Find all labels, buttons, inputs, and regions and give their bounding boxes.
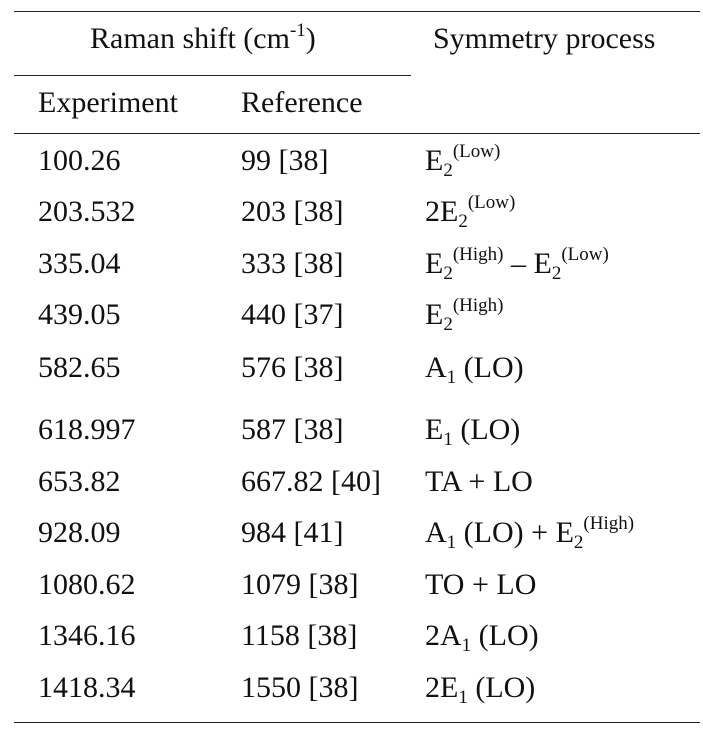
symmetry-text: –	[503, 247, 534, 280]
experiment-value: 1418.34	[38, 671, 136, 704]
symmetry-subscript: 1	[446, 367, 457, 388]
reference-value: 667.82 [40]	[241, 465, 381, 498]
symmetry-superscript: (Low)	[467, 192, 516, 213]
symmetry-value: E2(High)	[425, 296, 503, 334]
symmetry-process-header: Symmetry process	[433, 22, 656, 55]
reference-header: Reference	[241, 86, 363, 119]
experiment-value: 618.997	[38, 413, 136, 446]
symmetry-subscript: 2	[443, 314, 453, 335]
experiment-value: 203.532	[38, 195, 136, 228]
experiment-header: Experiment	[38, 86, 178, 119]
experiment-value: 582.65	[38, 351, 121, 384]
symmetry-base: E	[425, 413, 444, 446]
symmetry-value: E1 (LO)	[425, 413, 521, 450]
symmetry-value: 2E1 (LO)	[425, 671, 536, 708]
symmetry-subscript: 1	[461, 635, 472, 656]
reference-value: 1158 [38]	[241, 619, 358, 652]
experiment-value: 100.26	[38, 144, 121, 177]
symmetry-base: E	[425, 298, 444, 331]
symmetry-subscript: 2	[551, 263, 562, 284]
reference-value: 587 [38]	[241, 413, 344, 446]
reference-value: 1079 [38]	[241, 568, 359, 601]
symmetry-base: 2E	[425, 195, 459, 228]
experiment-value: 1346.16	[38, 619, 136, 652]
symmetry-base: E	[425, 247, 444, 280]
symmetry-superscript: (High)	[583, 513, 635, 534]
symmetry-value: 2A1 (LO)	[425, 619, 539, 656]
symmetry-value: 2E2(Low)	[425, 193, 515, 231]
symmetry-value: E2(Low)	[425, 142, 500, 180]
reference-value: 99 [38]	[241, 144, 329, 177]
symmetry-base: A	[425, 351, 447, 384]
symmetry-base: 2A	[425, 619, 462, 652]
bottom-rule	[14, 722, 700, 724]
symmetry-superscript: (Low)	[561, 244, 609, 265]
symmetry-subscript: 2	[458, 211, 468, 232]
symmetry-value: A1 (LO)	[425, 351, 524, 388]
symmetry-base: 2E	[425, 671, 459, 704]
symmetry-base: E	[425, 144, 444, 177]
experiment-value: 1080.62	[38, 568, 136, 601]
reference-value: 576 [38]	[241, 351, 344, 384]
symmetry-base: E	[533, 247, 552, 280]
top-rule	[14, 11, 700, 13]
experiment-value: 439.05	[38, 298, 121, 331]
reference-value: 984 [41]	[241, 516, 344, 549]
symmetry-subscript: 2	[443, 263, 453, 284]
group-underline-rule	[14, 75, 411, 77]
symmetry-value: TO + LO	[425, 570, 536, 600]
symmetry-text: (LO)	[452, 413, 521, 446]
symmetry-base: E	[555, 516, 574, 549]
symmetry-text: TO + LO	[425, 568, 537, 601]
symmetry-subscript: 1	[458, 687, 468, 708]
experiment-value: 653.82	[38, 465, 121, 498]
symmetry-superscript: (High)	[452, 244, 504, 265]
symmetry-subscript: 2	[443, 160, 453, 181]
symmetry-text: (LO)	[471, 619, 539, 652]
symmetry-superscript: (High)	[452, 295, 504, 316]
symmetry-base: A	[425, 516, 447, 549]
reference-value: 440 [37]	[241, 298, 344, 331]
symmetry-subscript: 1	[446, 532, 457, 553]
symmetry-subscript: 2	[573, 532, 584, 553]
symmetry-value: TA + LO	[425, 467, 533, 497]
experiment-value: 335.04	[38, 247, 121, 280]
symmetry-text: (LO) +	[456, 516, 556, 549]
raman-shift-group-header: Raman shift (cm-1)	[90, 20, 316, 55]
reference-value: 333 [38]	[241, 247, 344, 280]
unit-exponent: -1	[289, 20, 306, 41]
header-bottom-rule	[14, 133, 700, 135]
symmetry-text: (LO)	[467, 671, 536, 704]
symmetry-value: A1 (LO) + E2(High)	[425, 514, 634, 552]
symmetry-subscript: 1	[443, 429, 453, 450]
symmetry-text: TA + LO	[425, 465, 533, 498]
symmetry-text: (LO)	[456, 351, 524, 384]
reference-value: 203 [38]	[241, 195, 344, 228]
reference-value: 1550 [38]	[241, 671, 359, 704]
symmetry-superscript: (Low)	[452, 141, 501, 162]
experiment-value: 928.09	[38, 516, 121, 549]
symmetry-value: E2(High) – E2(Low)	[425, 245, 609, 283]
